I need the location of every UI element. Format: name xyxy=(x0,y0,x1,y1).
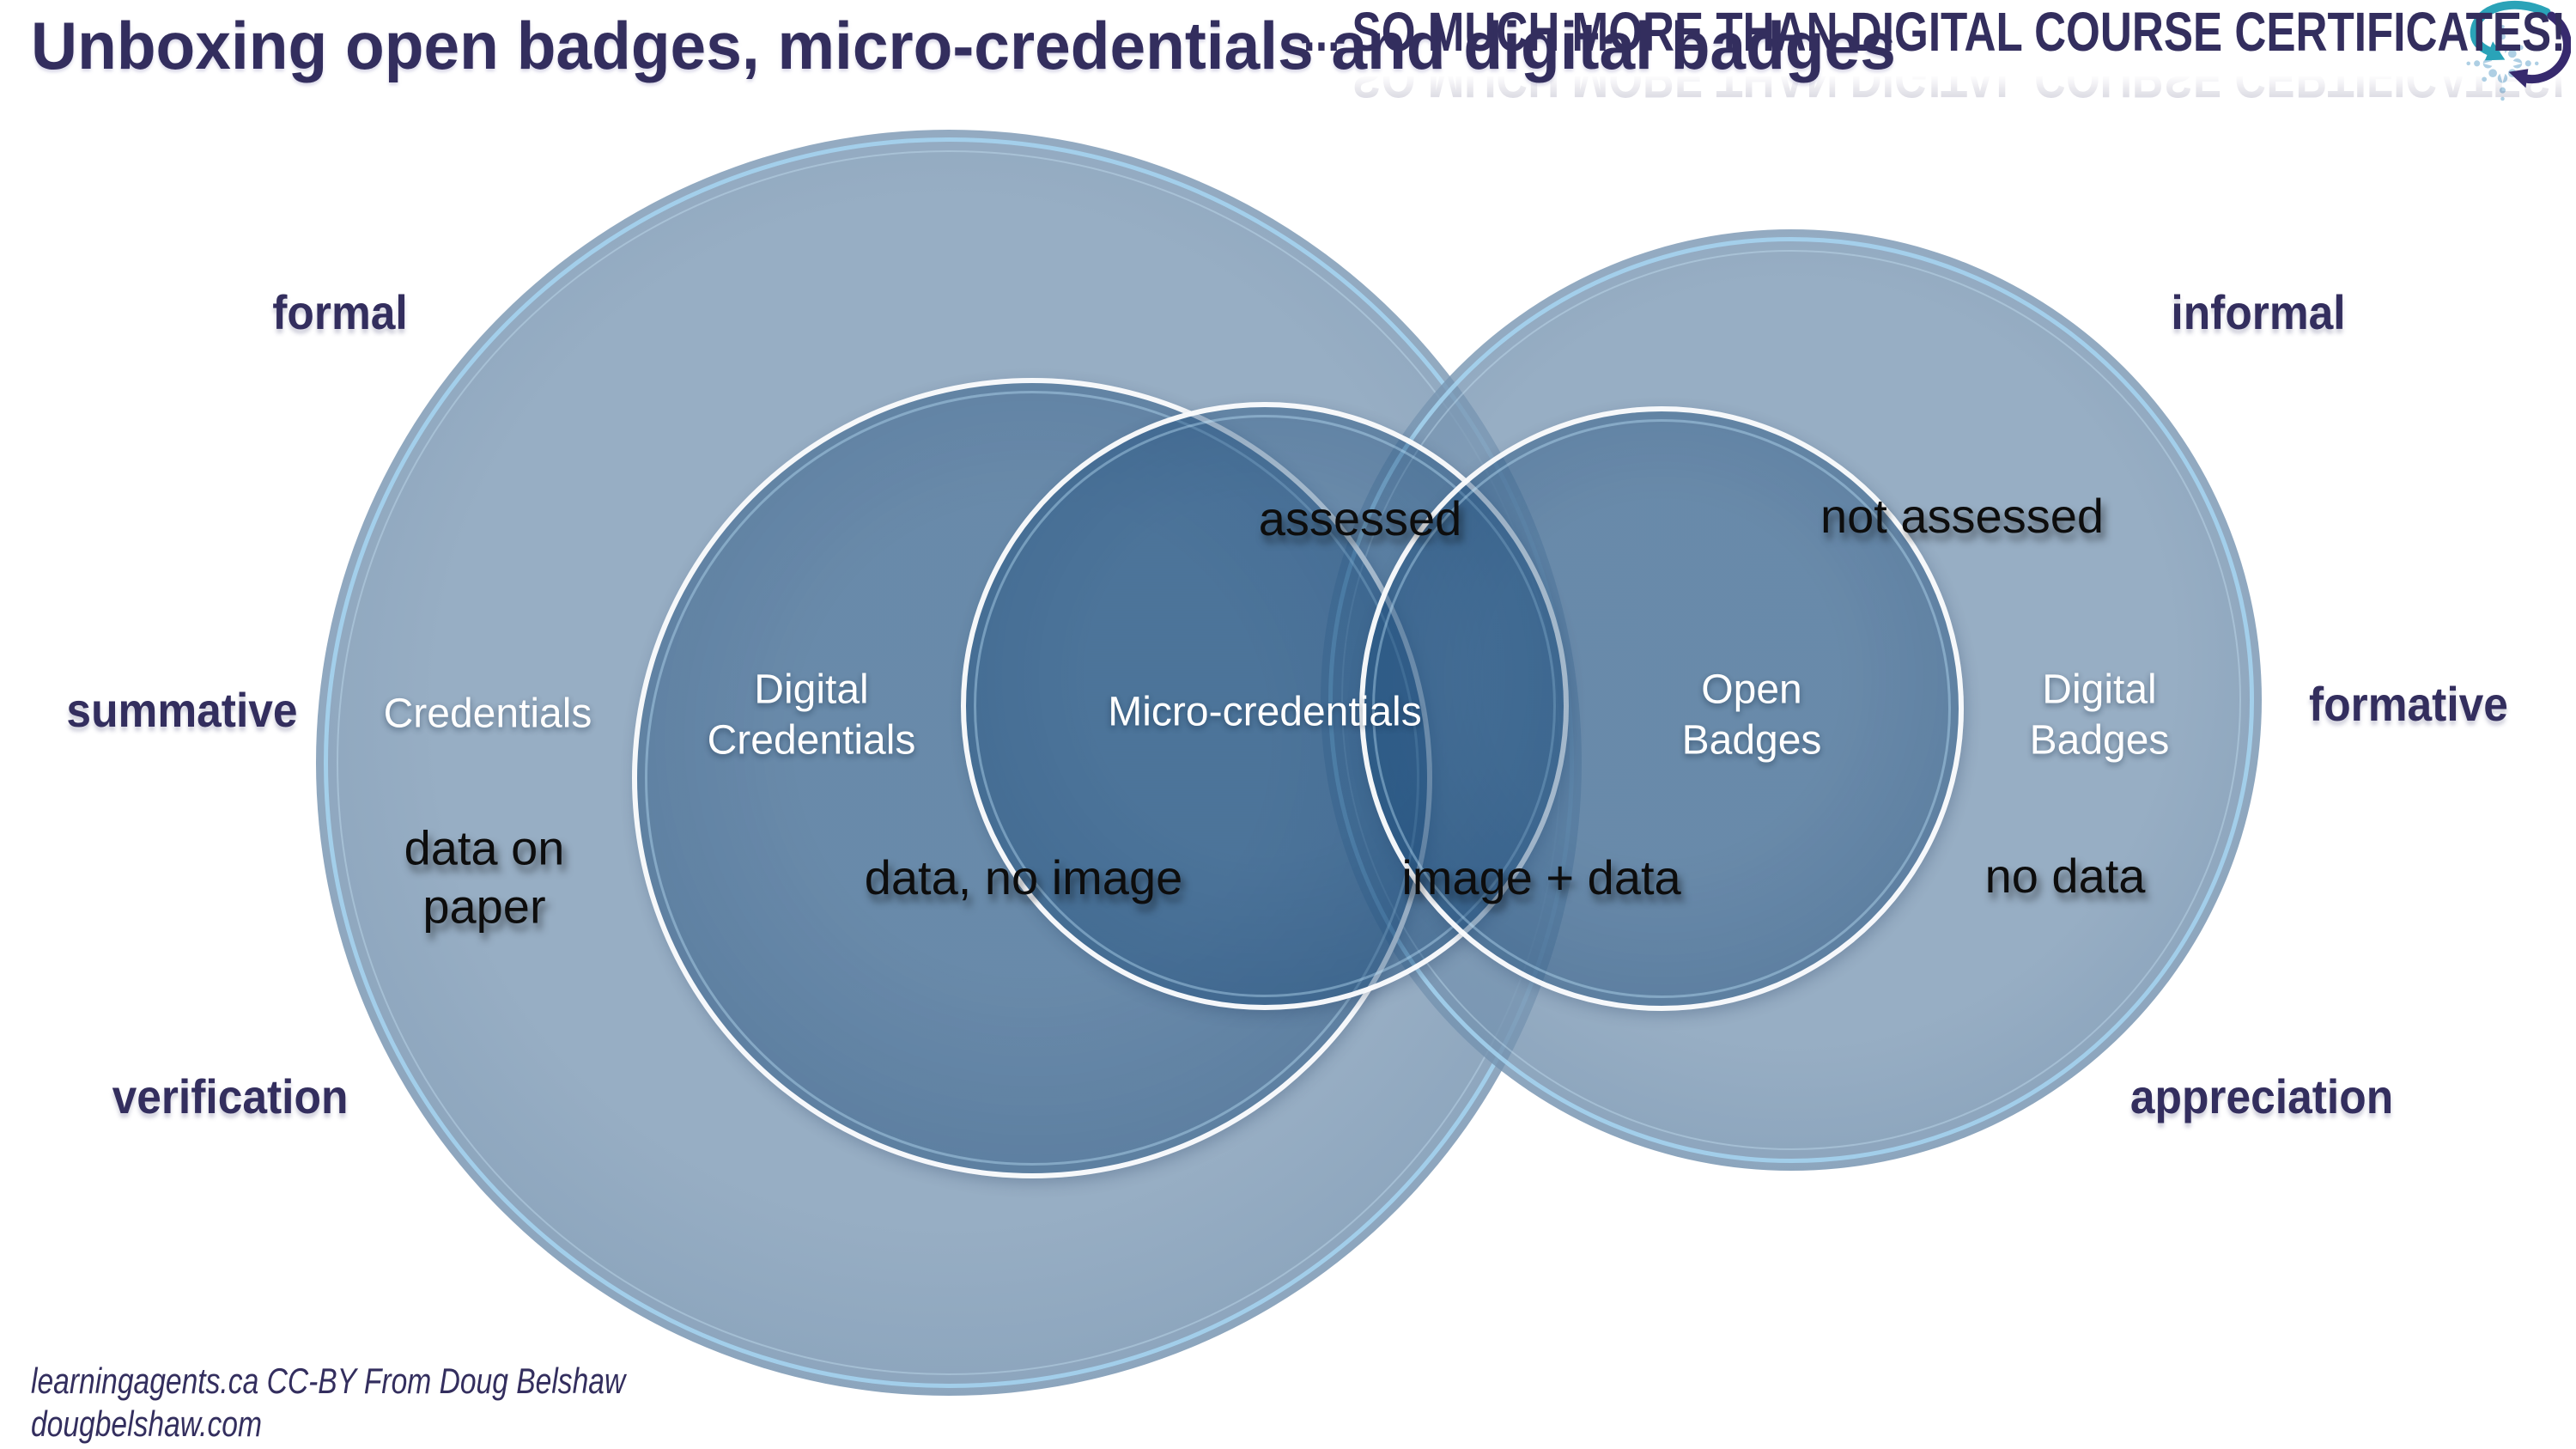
label-micro-credentials: Micro-credentials xyxy=(1108,689,1422,735)
purple-arrow-icon xyxy=(2508,11,2572,88)
label-credentials: Credentials xyxy=(383,691,592,737)
credits-block: learningagents.ca CC-BY From Doug Belsha… xyxy=(31,1360,625,1445)
credit-line-2: dougbelshaw.com xyxy=(31,1403,262,1444)
open-badges-circle xyxy=(1359,406,1964,1011)
page-title: Unboxing open badges, micro-credentials … xyxy=(31,8,1896,83)
learning-agents-logo xyxy=(2449,0,2572,126)
logo-swirl-snowflake-icon xyxy=(2466,0,2572,101)
label-appreciation: appreciation xyxy=(2129,1068,2394,1123)
label-not-assessed: not assessed xyxy=(1820,488,2104,543)
sparkle-star-icon xyxy=(2482,44,2523,83)
label-assessed: assessed xyxy=(1258,490,1462,545)
label-summative: summative xyxy=(66,682,298,737)
label-data-on-paper: data on paper xyxy=(404,820,565,934)
label-digital-badges: Digital Badges xyxy=(2029,667,2170,763)
label-no-data: no data xyxy=(1984,848,2146,903)
tagline-reflection: ... SO MUCH MORE THAN DIGITAL COURSE CER… xyxy=(1303,47,2566,109)
label-formal: formal xyxy=(272,284,408,339)
tagline-text: ... SO MUCH MORE THAN DIGITAL COURSE CER… xyxy=(1303,1,2566,63)
label-informal: informal xyxy=(2171,284,2346,339)
label-verification: verification xyxy=(112,1068,349,1123)
label-open-badges: Open Badges xyxy=(1681,667,1822,763)
label-digital-credentials: Digital Credentials xyxy=(707,667,916,763)
label-data-no-image: data, no image xyxy=(864,849,1183,904)
label-formative: formative xyxy=(2309,676,2508,731)
tagline-block: ... SO MUCH MORE THAN DIGITAL COURSE CER… xyxy=(987,0,2566,110)
label-image-plus-data: image + data xyxy=(1401,849,1681,904)
teal-arrow-icon xyxy=(2470,0,2551,61)
credit-line-1: learningagents.ca CC-BY From Doug Belsha… xyxy=(31,1361,626,1401)
